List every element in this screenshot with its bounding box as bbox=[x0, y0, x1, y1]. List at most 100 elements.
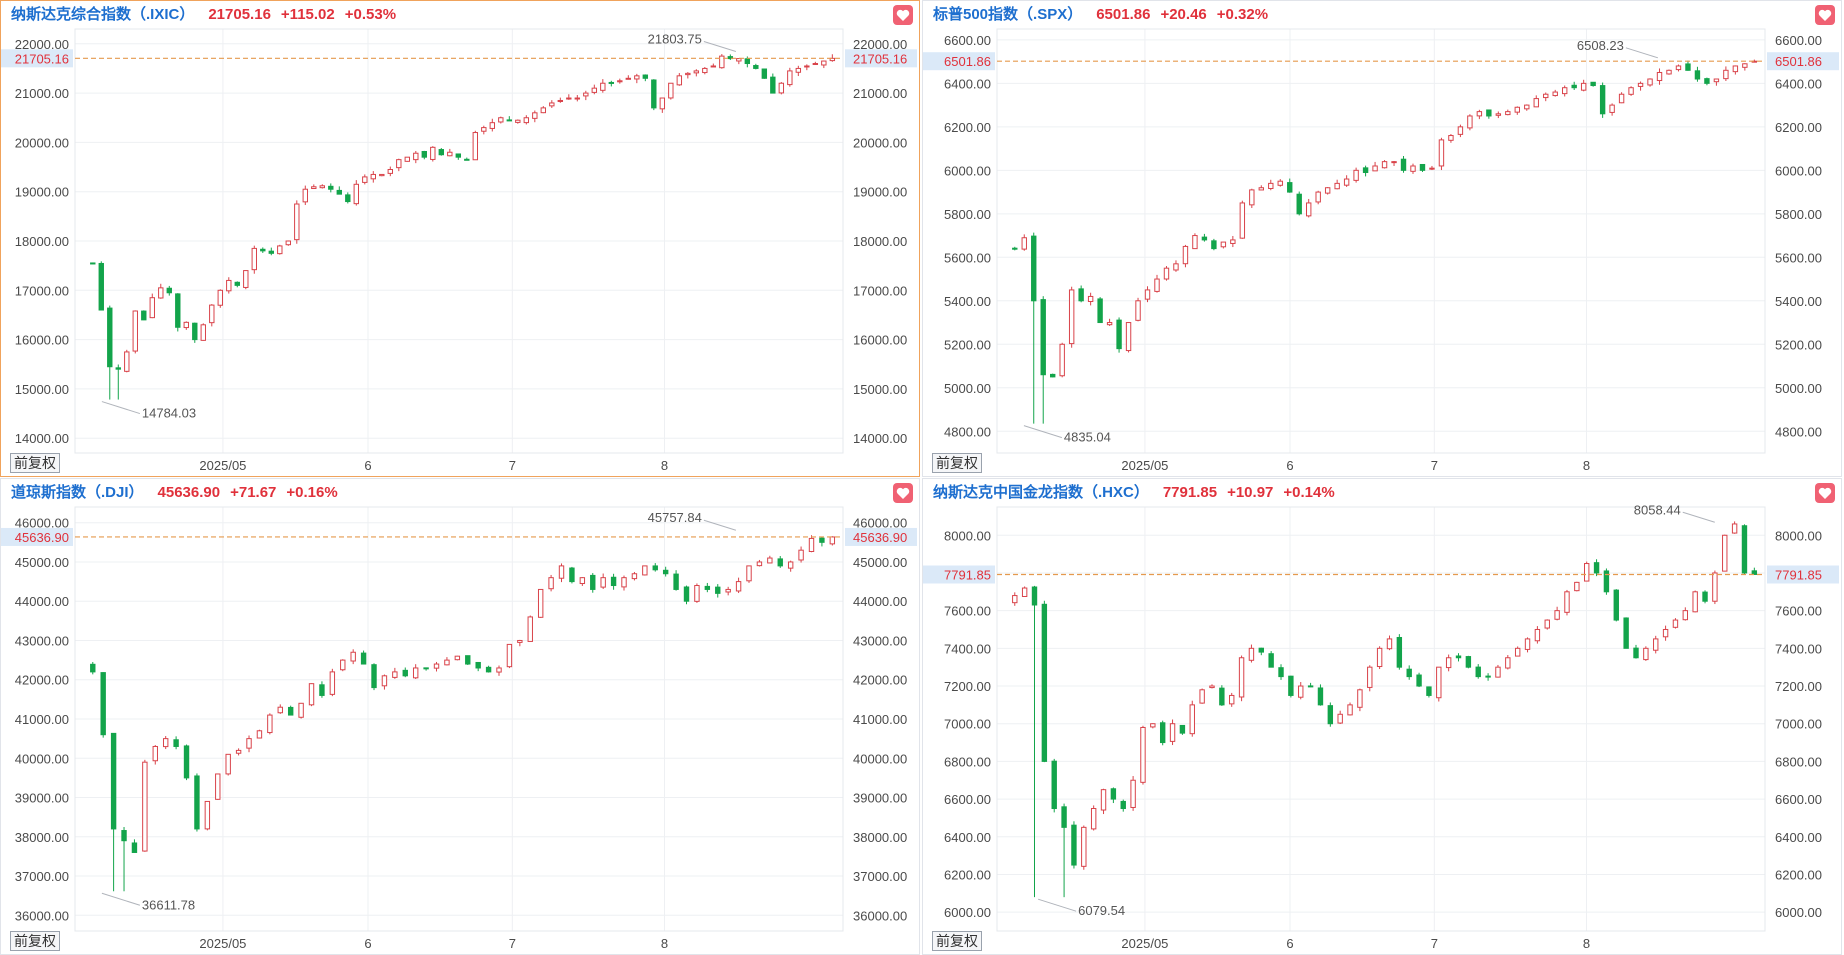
x-tick-label: 7 bbox=[509, 458, 516, 473]
candle bbox=[465, 655, 471, 665]
high-leader-line bbox=[703, 40, 737, 52]
candle bbox=[162, 736, 169, 750]
candle bbox=[1455, 653, 1462, 662]
last-price: 21705.16 bbox=[208, 6, 271, 23]
candle bbox=[1100, 788, 1107, 815]
candle bbox=[537, 588, 544, 618]
candle bbox=[1317, 684, 1324, 706]
index-name: 纳斯达克中国金龙指数（.HXC） bbox=[933, 484, 1149, 501]
candle bbox=[600, 79, 606, 93]
candle bbox=[770, 73, 776, 94]
candle bbox=[1618, 92, 1625, 104]
y-tick-label-right: 6400.00 bbox=[1775, 76, 1822, 91]
candle bbox=[1071, 821, 1077, 869]
candle bbox=[489, 118, 496, 132]
last-price: 6501.86 bbox=[1096, 6, 1151, 23]
x-tick-label: 2025/05 bbox=[199, 458, 246, 473]
candle bbox=[498, 116, 504, 124]
x-tick-label: 6 bbox=[1286, 936, 1293, 951]
y-tick-label-left: 43000.00 bbox=[15, 633, 69, 648]
candle bbox=[1534, 626, 1541, 644]
candle bbox=[1722, 534, 1728, 572]
adjust-mode-button[interactable]: 前复权 bbox=[10, 931, 60, 951]
candle bbox=[1268, 179, 1274, 191]
y-tick-label-left: 18000.00 bbox=[15, 234, 69, 249]
nasdaq-chart-panel[interactable]: 纳斯达克综合指数（.IXIC） 21705.16 +115.02 +0.53% 2200… bbox=[0, 0, 920, 477]
golden-dragon-chart-panel[interactable]: 纳斯达克中国金龙指数（.HXC） 7791.85 +10.97 +0.14% 8000.… bbox=[922, 478, 1842, 955]
candle bbox=[1296, 191, 1302, 216]
dow-jones-chart-panel[interactable]: 道琼斯指数（.DJI） 45636.90 +71.67 +0.16% 46000.00 4… bbox=[0, 478, 920, 955]
candle bbox=[704, 582, 711, 593]
percent-change: +0.53% bbox=[344, 6, 397, 23]
candle bbox=[642, 565, 648, 576]
candlestick-chart: 46000.00 46000.00 45000.00 45000.00 44000.00… bbox=[1, 506, 917, 951]
y-tick-label-left: 6400.00 bbox=[944, 830, 991, 845]
candle bbox=[1021, 234, 1027, 251]
candle bbox=[1723, 66, 1729, 81]
candle bbox=[1110, 787, 1117, 804]
candle bbox=[548, 574, 554, 592]
candle bbox=[1514, 646, 1521, 657]
candle bbox=[1031, 585, 1038, 898]
x-tick-label: 7 bbox=[1431, 458, 1438, 473]
y-tick-label-left: 16000.00 bbox=[15, 333, 69, 348]
candle bbox=[685, 72, 691, 79]
candle bbox=[496, 665, 502, 676]
y-tick-label-right: 6400.00 bbox=[1775, 830, 1822, 845]
candle bbox=[715, 584, 721, 598]
heart-icon[interactable] bbox=[1815, 483, 1835, 503]
candle bbox=[710, 63, 717, 68]
heart-icon[interactable] bbox=[1815, 5, 1835, 25]
candle bbox=[1078, 285, 1084, 303]
adjust-mode-button[interactable]: 前复权 bbox=[932, 453, 982, 473]
candle bbox=[371, 663, 377, 691]
y-tick-label-left: 6000.00 bbox=[944, 163, 991, 178]
candle bbox=[90, 262, 96, 265]
y-tick-label-left: 44000.00 bbox=[15, 594, 69, 609]
y-tick-label-right: 7200.00 bbox=[1775, 679, 1822, 694]
candle bbox=[608, 80, 615, 87]
y-tick-label-right: 14000.00 bbox=[853, 431, 907, 446]
candle bbox=[1324, 187, 1331, 195]
candle bbox=[90, 661, 96, 675]
y-tick-label-left: 4800.00 bbox=[944, 424, 991, 439]
candle bbox=[1040, 296, 1046, 424]
candle bbox=[217, 289, 223, 308]
low-leader-line bbox=[1037, 898, 1077, 912]
candle bbox=[1465, 655, 1472, 669]
candle bbox=[1362, 165, 1369, 177]
candle bbox=[1106, 318, 1113, 326]
y-tick-label-left: 21000.00 bbox=[15, 86, 69, 101]
candle bbox=[1154, 274, 1160, 293]
y-tick-label-right: 21000.00 bbox=[853, 86, 907, 101]
candle bbox=[433, 661, 440, 672]
candle bbox=[1653, 635, 1659, 654]
candle bbox=[1268, 651, 1274, 668]
adjust-mode-button[interactable]: 前复权 bbox=[932, 931, 982, 951]
heart-icon[interactable] bbox=[893, 483, 913, 503]
candle bbox=[821, 60, 827, 69]
candle bbox=[1702, 590, 1708, 604]
candle bbox=[532, 110, 538, 123]
candle bbox=[1258, 647, 1264, 656]
candle bbox=[631, 571, 638, 581]
candle bbox=[1386, 635, 1393, 651]
adjust-mode-button[interactable]: 前复权 bbox=[10, 453, 60, 473]
heart-icon[interactable] bbox=[893, 5, 913, 25]
candle bbox=[455, 153, 462, 160]
x-tick-label: 8 bbox=[661, 458, 668, 473]
candle bbox=[413, 150, 419, 164]
candle bbox=[485, 665, 492, 673]
plot-frame bbox=[74, 506, 844, 932]
candle bbox=[267, 713, 273, 735]
candle bbox=[472, 130, 479, 161]
y-tick-label-left: 14000.00 bbox=[15, 431, 69, 446]
candle bbox=[1381, 160, 1388, 169]
high-value-label: 6508.23 bbox=[1577, 38, 1624, 53]
candle bbox=[1524, 104, 1530, 111]
candle bbox=[370, 171, 376, 183]
candle bbox=[158, 283, 164, 299]
candle bbox=[1199, 688, 1205, 704]
sp500-chart-panel[interactable]: 标普500指数（.SPX） 6501.86 +20.46 +0.32% 6600.00 6… bbox=[922, 0, 1842, 477]
candle bbox=[1742, 63, 1748, 71]
